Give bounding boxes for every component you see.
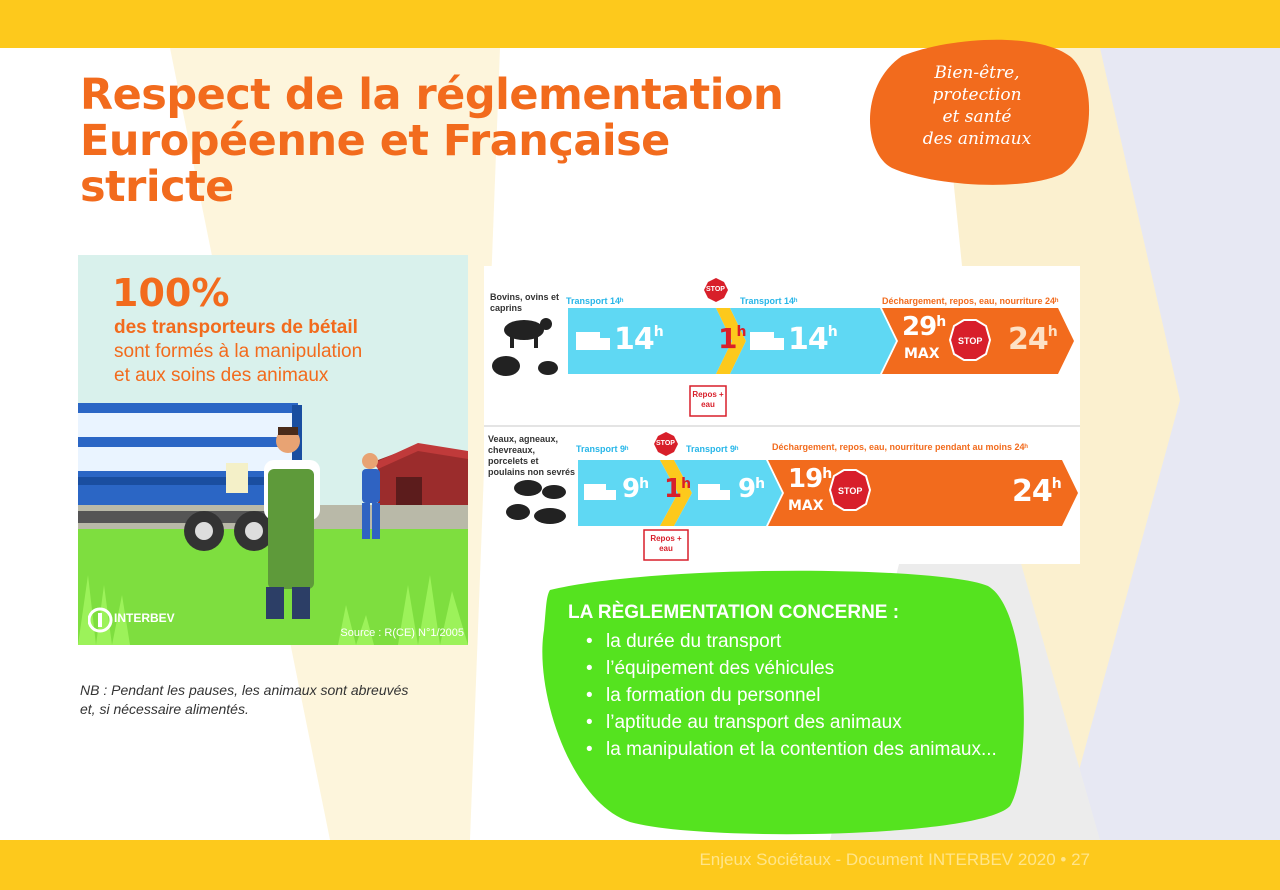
title-line-1: Respect de la réglementation [80,70,784,120]
row1-repos: Repos + eau [692,390,724,409]
list-item: • la formation du personnel [586,685,821,706]
row1-stop-a-text: STOP [706,286,725,293]
badge-line-3: et santé [942,107,1012,127]
row1-pause-hours: 1h [718,322,746,355]
row1-unloading-label: Déchargement, repos, eau, nourriture 24ʰ [882,296,1059,306]
stat-number: 100% [112,271,230,315]
row2-stop-a-text: STOP [656,440,675,447]
page-title: Respect de la réglementation Européenne … [80,72,840,210]
badge-line-2: protection [932,85,1022,105]
badge-text: Bien-être, protection et santé des anima… [882,62,1072,150]
logo-text: INTERBEV [114,611,175,625]
row2-max-hours: 19h [788,464,832,494]
badge-shape [869,39,1090,185]
bottom-yellow-band [0,840,1280,890]
stat-line-1: des transporteurs de bétail [114,317,358,338]
row2-pause-hours: 1h [664,474,691,504]
species-row1: Bovins, ovins et caprins [490,292,560,313]
green-blob-shape [542,570,1024,835]
row1-hours-b: 14h [788,322,838,357]
top-yellow-band [0,0,1280,48]
regulation-heading: LA RÈGLEMENTATION CONCERNE : [568,602,900,623]
row1-rest-hours: 24h [1008,322,1058,357]
stat-line-3: et aux soins des animaux [114,365,329,386]
list-item: • la durée du transport [586,631,782,652]
row2-hours-a: 9h [622,474,649,504]
regulation-list: • la durée du transport • l’équipement des… [586,628,1016,763]
row2-hours-b: 9h [738,474,765,504]
row1-transport-a-label: Transport 14ʰ [566,296,624,306]
row2-repos: Repos + eau [650,534,682,553]
row2-unloading-label: Déchargement, repos, eau, nourriture pen… [772,442,1028,452]
title-line-3: stricte [80,162,234,212]
theme-badge: Bien-être, protection et santé des anima… [862,36,1092,186]
row2-transport-a-label: Transport 9ʰ [576,444,629,454]
logo-mark-icon [88,607,113,633]
list-item: • l’équipement des véhicules [586,658,835,679]
row1-hours-a: 14h [614,322,664,357]
badge-line-4: des animaux [922,129,1032,149]
footer-text: Enjeux Sociétaux - Document INTERBEV 202… [699,850,1090,869]
row2-transport-b-label: Transport 9ʰ [686,444,739,454]
regulation-box: LA RÈGLEMENTATION CONCERNE : • la durée d… [540,570,1030,835]
list-item: • l’aptitude au transport des animaux [586,712,902,733]
illustration-card: 100% des transporteurs de bétail sont fo… [78,255,468,645]
transport-diagram: Bovins, ovins et caprins Transport 14ʰ T… [484,266,1080,564]
row1-max-hours: 29h [902,312,946,342]
species-row2: Veaux, agneaux, chevreaux, porcelets et … [488,434,576,477]
row2-rest-hours: 24h [1012,474,1062,509]
interbev-logo: INTERBEV [88,605,175,635]
row2-max-label: MAX [788,498,824,514]
source-caption: Source : R(CE) N°1/2005 [340,627,464,639]
stat-line-2: sont formés à la manipulation [114,341,363,362]
title-line-2: Européenne et Française [80,116,670,166]
row1-transport-b-label: Transport 14ʰ [740,296,798,306]
nb-line-2: et, si nécessaire alimentés. [80,701,249,717]
row1-stop-b-text: STOP [958,336,983,346]
nb-line-1: NB : Pendant les pauses, les animaux son… [80,682,409,698]
row1-max-label: MAX [904,346,940,362]
row2-stop-b-text: STOP [838,486,863,496]
nb-note: NB : Pendant les pauses, les animaux son… [80,681,480,719]
badge-line-1: Bien-être, [934,63,1020,83]
stop-sign-row1-a [704,278,728,302]
diagram-shapes [484,266,1080,564]
list-item: • la manipulation et la contention des an… [586,739,997,760]
